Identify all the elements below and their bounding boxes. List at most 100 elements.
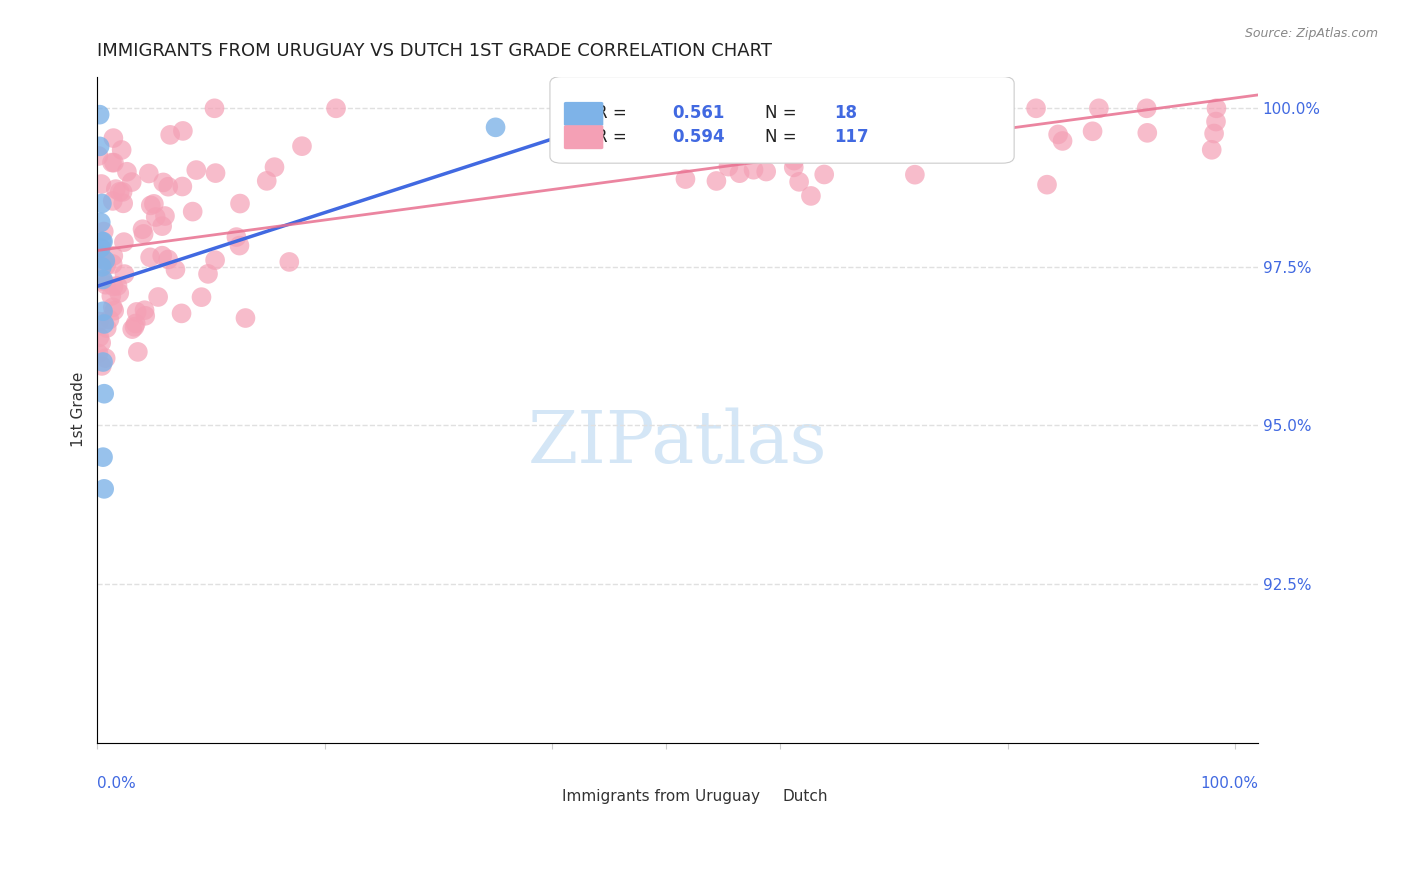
Point	[93, 317, 115, 331]
Point	[165, 262, 187, 277]
Point	[108, 285, 131, 300]
Point	[783, 153, 806, 168]
Point	[94, 277, 117, 292]
Point	[132, 227, 155, 241]
Point	[91, 274, 114, 288]
Point	[755, 164, 778, 178]
Point	[91, 450, 114, 464]
Point	[131, 222, 153, 236]
Point	[98, 312, 121, 326]
Point	[93, 225, 115, 239]
Point	[291, 139, 314, 153]
Point	[325, 101, 347, 115]
Text: N =: N =	[765, 128, 801, 145]
Point	[197, 267, 219, 281]
FancyBboxPatch shape	[550, 77, 1014, 163]
Point	[172, 179, 194, 194]
FancyBboxPatch shape	[524, 785, 554, 804]
Point	[139, 250, 162, 264]
Point	[153, 209, 176, 223]
Point	[89, 330, 111, 344]
FancyBboxPatch shape	[564, 102, 603, 126]
Point	[849, 105, 872, 120]
Point	[675, 172, 697, 186]
Text: 0.0%: 0.0%	[97, 776, 136, 791]
Text: R =: R =	[596, 128, 633, 145]
Point	[204, 166, 226, 180]
Point	[278, 255, 301, 269]
Point	[146, 290, 169, 304]
Point	[717, 160, 740, 174]
Point	[112, 235, 135, 249]
FancyBboxPatch shape	[745, 785, 775, 804]
Point	[145, 210, 167, 224]
Point	[142, 197, 165, 211]
Point	[1205, 114, 1227, 128]
Point	[1047, 128, 1070, 142]
Point	[904, 168, 927, 182]
Point	[96, 321, 118, 335]
Point	[94, 253, 117, 268]
Text: ZIPatlas: ZIPatlas	[527, 408, 827, 478]
Point	[90, 241, 112, 255]
Point	[770, 134, 793, 148]
Point	[765, 101, 787, 115]
Point	[170, 306, 193, 320]
Text: R =: R =	[596, 104, 633, 122]
Point	[100, 289, 122, 303]
Point	[1088, 101, 1111, 115]
Point	[91, 304, 114, 318]
Text: 100.0%: 100.0%	[1199, 776, 1258, 791]
Text: 0.594: 0.594	[672, 128, 724, 145]
Point	[190, 290, 212, 304]
Text: Dutch: Dutch	[782, 789, 828, 805]
Point	[181, 204, 204, 219]
Point	[124, 319, 146, 334]
Point	[204, 101, 226, 115]
Point	[94, 351, 117, 366]
Point	[115, 165, 138, 179]
Point	[103, 303, 125, 318]
Point	[104, 182, 127, 196]
Text: 117: 117	[834, 128, 869, 145]
Point	[114, 267, 136, 281]
Point	[1052, 134, 1074, 148]
Point	[186, 163, 208, 178]
Text: Immigrants from Uruguay: Immigrants from Uruguay	[561, 789, 759, 805]
FancyBboxPatch shape	[564, 125, 603, 149]
Point	[159, 128, 181, 142]
Point	[787, 175, 810, 189]
Point	[134, 303, 156, 318]
Point	[90, 359, 112, 373]
Point	[1036, 178, 1059, 192]
Point	[138, 166, 160, 180]
Point	[107, 278, 129, 293]
Point	[172, 124, 194, 138]
Point	[1136, 126, 1159, 140]
Point	[1136, 101, 1159, 115]
Point	[111, 143, 134, 157]
Point	[91, 272, 114, 286]
Point	[808, 132, 831, 146]
Point	[966, 117, 988, 131]
Point	[229, 196, 252, 211]
Point	[150, 219, 173, 233]
Point	[125, 305, 148, 319]
Point	[103, 249, 125, 263]
Point	[702, 139, 724, 153]
Point	[101, 257, 124, 271]
Point	[742, 162, 765, 177]
Point	[758, 101, 780, 115]
Point	[912, 107, 935, 121]
Point	[725, 120, 748, 135]
Point	[1204, 127, 1226, 141]
Point	[813, 168, 835, 182]
Point	[101, 301, 124, 315]
Point	[121, 322, 143, 336]
Text: Source: ZipAtlas.com: Source: ZipAtlas.com	[1244, 27, 1378, 40]
Point	[93, 482, 115, 496]
Point	[157, 179, 180, 194]
Point	[1025, 101, 1047, 115]
Point	[125, 317, 148, 331]
Point	[90, 247, 112, 261]
